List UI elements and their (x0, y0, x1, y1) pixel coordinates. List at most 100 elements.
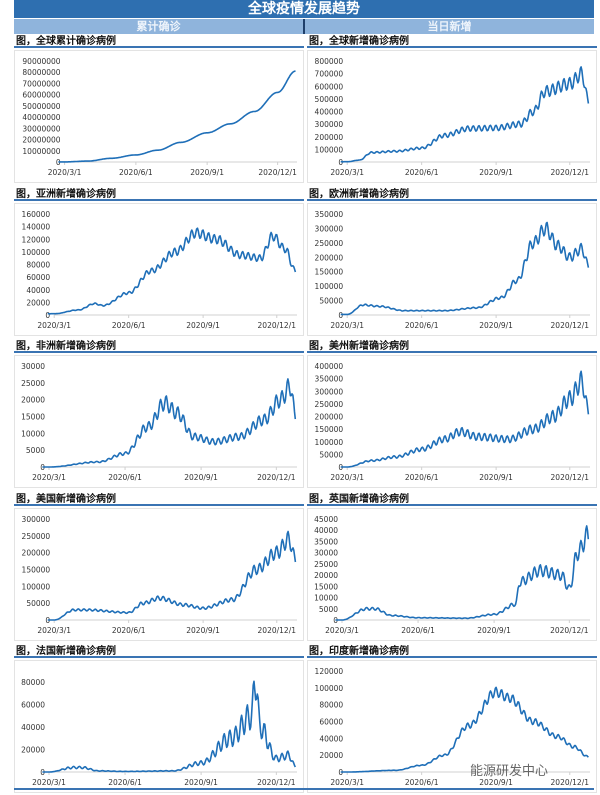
x-tick-label: 2020/3/1 (48, 168, 82, 177)
y-tick-label: 20000 (21, 396, 45, 405)
y-tick-label: 100000 (315, 438, 344, 447)
y-tick-label: 60000000 (22, 91, 60, 100)
y-tick-label: 25000 (314, 559, 338, 568)
y-tick-label: 600000 (315, 82, 344, 91)
y-tick-label: 800000 (315, 57, 344, 66)
chart-panel: 图，印度新增确诊病例 0 20000 40000 60000 80000 100000 120… (307, 645, 597, 795)
x-tick-label: 2020/12/1 (258, 321, 297, 330)
line-chart: 0500001000001500002000002500003000003500… (315, 362, 590, 482)
y-tick-label: 100000 (315, 684, 344, 693)
y-tick-label: 80000 (319, 701, 343, 710)
y-tick-label: 350000 (315, 210, 344, 219)
y-tick-label: 80000 (21, 678, 45, 687)
y-tick-label: 25000 (21, 379, 45, 388)
y-tick-label: 30000000 (22, 124, 60, 133)
chart-panel: 图，法国新增确诊病例 0 20000 40000 60000 80000 2020/3/1 2… (14, 645, 304, 795)
x-tick-label: 2020/9/1 (186, 626, 220, 635)
y-tick-label: 10000000 (22, 147, 60, 156)
x-tick-label: 2020/6/1 (112, 626, 146, 635)
y-tick-label: 40000 (319, 734, 343, 743)
x-tick-label: 2020/3/1 (37, 626, 71, 635)
x-tick-label: 2020/12/1 (551, 321, 590, 330)
x-tick-label: 2020/9/1 (184, 778, 218, 787)
chart-panel: 图，欧洲新增确诊病例 0 50000 100000 150000 200000 250000… (307, 188, 597, 338)
x-tick-label: 2020/9/1 (477, 626, 511, 635)
watermark: 能源研发中心 (470, 764, 549, 779)
y-tick-label: 350000 (315, 375, 344, 384)
line-chart: 0500010000150002000025000300003500040000… (314, 515, 590, 635)
y-tick-label: 250000 (315, 400, 344, 409)
y-tick-label: 20000 (26, 298, 50, 307)
y-tick-label: 120000 (22, 235, 51, 244)
y-tick-label: 400000 (315, 108, 344, 117)
y-tick-label: 140000 (22, 222, 51, 231)
y-tick-label: 100000 (22, 582, 51, 591)
x-tick-label: 2020/6/1 (119, 168, 153, 177)
chart-title: 图，非洲新增确诊病例 (14, 340, 304, 353)
y-tick-label: 30000 (314, 548, 338, 557)
x-tick-label: 2020/3/1 (37, 321, 71, 330)
y-tick-label: 80000000 (22, 68, 60, 77)
x-tick-label: 2020/12/1 (257, 778, 296, 787)
y-tick-label: 50000 (319, 296, 343, 305)
y-tick-label: 0 (56, 158, 61, 167)
x-tick-label: 2020/6/1 (405, 168, 439, 177)
line-chart: 0500001000001500002000002500003000002020… (22, 515, 297, 635)
y-tick-label: 60000 (26, 273, 50, 282)
y-tick-label: 5000 (26, 446, 45, 455)
line-chart: 0500001000001500002000002500003000003500… (315, 210, 590, 330)
y-tick-label: 60000 (21, 701, 45, 710)
y-tick-label: 250000 (22, 531, 51, 540)
y-tick-label: 250000 (315, 238, 344, 247)
y-tick-label: 30000 (21, 362, 45, 371)
x-tick-label: 2020/6/1 (405, 778, 439, 787)
x-tick-label: 2020/3/1 (32, 778, 66, 787)
line-chart: 0 20000 40000 60000 80000 100000 120000 140000 1… (22, 210, 297, 330)
y-tick-label: 20000 (314, 571, 338, 580)
y-tick-label: 0 (338, 311, 343, 320)
y-tick-label: 15000 (21, 413, 45, 422)
chart-panel: 图，美州新增确诊病例 0 50000 100000 150000 200000 250000… (307, 340, 597, 490)
y-tick-label: 5000 (319, 604, 338, 613)
y-tick-label: 150000 (22, 565, 51, 574)
y-tick-label: 50000000 (22, 102, 60, 111)
y-tick-label: 40000 (314, 526, 338, 535)
x-tick-label: 2020/9/1 (479, 168, 513, 177)
chart-panel: 图，亚洲新增确诊病例 0 20000 40000 60000 80000 100000 120… (14, 188, 304, 338)
x-tick-label: 2020/9/1 (479, 778, 513, 787)
series-line (47, 530, 297, 621)
section-cumulative: 累计确诊 (14, 19, 305, 34)
y-tick-label: 200000 (315, 413, 344, 422)
x-tick-label: 2020/12/1 (258, 168, 297, 177)
x-tick-label: 2020/12/1 (551, 778, 590, 787)
chart-title: 图，美州新增确诊病例 (307, 340, 597, 353)
y-tick-label: 80000 (26, 260, 50, 269)
y-tick-label: 20000 (319, 751, 343, 760)
y-tick-label: 400000 (315, 362, 344, 371)
x-tick-label: 2020/9/1 (479, 473, 513, 482)
y-tick-label: 300000 (315, 120, 344, 129)
y-tick-label: 40000 (26, 285, 50, 294)
line-chart: 0200004000060000800001000001200002020/3/… (315, 667, 590, 787)
chart-title: 图，亚洲新增确诊病例 (14, 188, 304, 201)
x-tick-label: 2020/3/1 (330, 321, 364, 330)
y-tick-label: 300000 (315, 387, 344, 396)
x-tick-label: 2020/9/1 (186, 321, 220, 330)
x-tick-label: 2020/3/1 (32, 473, 66, 482)
y-tick-label: 200000 (315, 253, 344, 262)
series-line (340, 221, 590, 315)
y-tick-label: 100000 (315, 145, 344, 154)
y-tick-label: 15000 (314, 582, 338, 591)
y-tick-label: 60000 (319, 718, 343, 727)
page-title: 全球疫情发展趋势 (14, 0, 594, 18)
y-tick-label: 40000000 (22, 113, 60, 122)
y-tick-label: 90000000 (22, 57, 60, 66)
chart-title: 图，全球新增确诊病例 (307, 35, 597, 48)
x-tick-label: 2020/3/1 (330, 473, 364, 482)
y-tick-label: 100000 (315, 282, 344, 291)
series-line (340, 686, 589, 773)
y-tick-label: 20000 (21, 746, 45, 755)
x-tick-label: 2020/3/1 (330, 778, 364, 787)
series-line (58, 70, 296, 163)
